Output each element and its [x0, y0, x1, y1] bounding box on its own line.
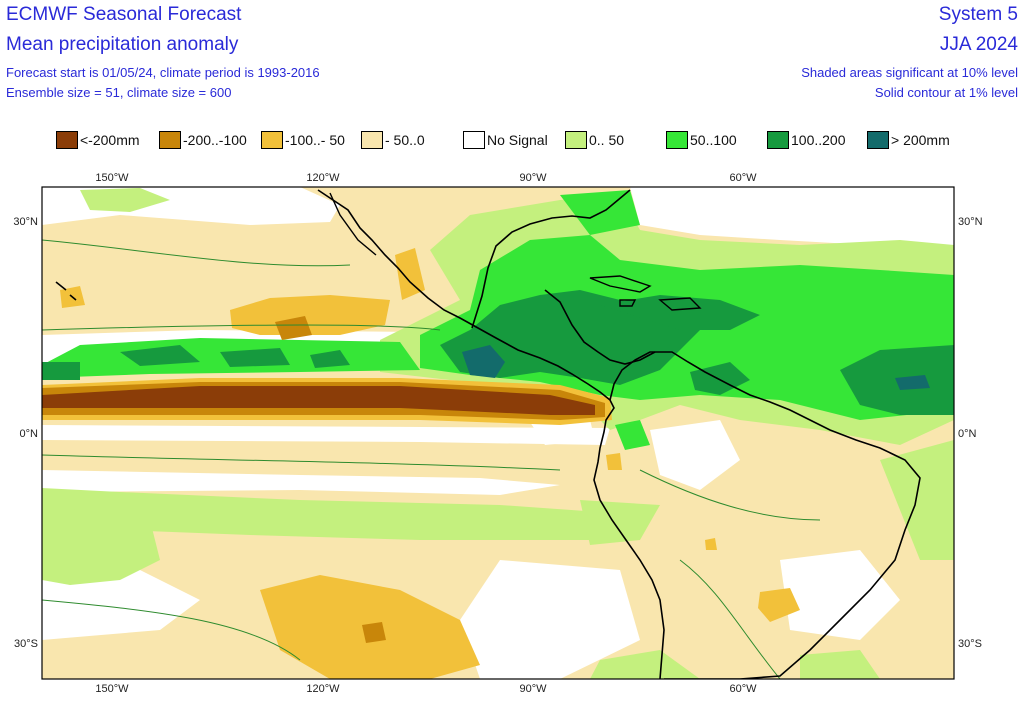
legend-item: -100..- 50 [261, 131, 345, 149]
wet-anomaly-area [42, 362, 80, 380]
lon-label-bottom: 90°W [519, 683, 547, 695]
legend-swatch [463, 131, 485, 149]
no-signal-area [630, 187, 954, 250]
coastline-west [317, 189, 665, 679]
wet-anomaly-area [880, 440, 954, 560]
dry-anomaly-area [606, 453, 622, 470]
lon-label-top: 60°W [729, 172, 757, 184]
lat-label-right: 30°S [958, 638, 982, 650]
wet-anomaly-area [462, 345, 505, 378]
legend-label: 100..200 [791, 132, 846, 148]
no-signal-area [42, 425, 610, 445]
legend-item: No Signal [463, 131, 548, 149]
wet-anomaly-area [310, 350, 350, 368]
season-label: JJA 2024 [939, 34, 1018, 55]
legend-swatch [159, 131, 181, 149]
legend-item: <-200mm [56, 131, 140, 149]
wet-anomaly-area [615, 420, 650, 450]
coastline-gulf [471, 189, 631, 329]
wet-anomaly-area [895, 375, 930, 390]
precipitation-map: 150°W 120°W 90°W 60°W 150°W 120°W 90°W 6… [13, 172, 983, 695]
significance-contour [42, 599, 301, 661]
wet-anomaly-area [590, 650, 700, 679]
lat-label-right: 0°N [958, 428, 977, 440]
legend-item: 0.. 50 [565, 131, 624, 149]
dry-anomaly-area [42, 386, 595, 415]
dry-anomaly-area [395, 248, 425, 300]
anomaly-field [42, 187, 954, 679]
map-title: ECMWF Seasonal Forecast [6, 4, 242, 25]
forecast-info: Forecast start is 01/05/24, climate peri… [6, 65, 320, 80]
lon-label-bottom: 60°W [729, 683, 757, 695]
wet-anomaly-area [120, 345, 200, 366]
legend-swatch [261, 131, 283, 149]
lon-label-top: 120°W [306, 172, 340, 184]
map-subtitle: Mean precipitation anomaly [6, 34, 239, 55]
dry-anomaly-area [758, 588, 800, 622]
dry-anomaly-area [275, 316, 312, 340]
lat-label-right: 30°N [958, 216, 983, 228]
significance-contour [639, 469, 821, 521]
legend-label: -100..- 50 [285, 132, 345, 148]
significance-contour [42, 454, 561, 471]
legend-item: 100..200 [767, 131, 846, 149]
color-legend: <-200mm -200..-100 -100..- 50 - 50..0 No… [56, 131, 996, 153]
lat-label-left: 30°N [13, 216, 38, 228]
no-signal-area [530, 420, 595, 445]
wet-anomaly-area [42, 505, 160, 585]
significance-contour [42, 239, 351, 267]
dry-anomaly-area [705, 538, 717, 550]
wet-anomaly-area [580, 500, 660, 545]
legend-swatch [361, 131, 383, 149]
lon-label-bottom: 120°W [306, 683, 340, 695]
ensemble-info: Ensemble size = 51, climate size = 600 [6, 85, 232, 100]
legend-item: 50..100 [666, 131, 737, 149]
lon-label-bottom: 150°W [95, 683, 129, 695]
wet-anomaly-area [600, 295, 760, 330]
no-signal-area [460, 560, 640, 679]
dry-anomaly-area [362, 622, 386, 643]
wet-anomaly-area [220, 348, 290, 367]
lon-label-top: 150°W [95, 172, 129, 184]
lon-label-top: 90°W [519, 172, 547, 184]
coastline-central-america [544, 289, 656, 365]
legend-swatch [767, 131, 789, 149]
wet-anomaly-area [800, 650, 880, 679]
legend-label: - 50..0 [385, 132, 425, 148]
legend-label: <-200mm [80, 132, 140, 148]
legend-item: -200..-100 [159, 131, 247, 149]
legend-swatch [867, 131, 889, 149]
legend-swatch [56, 131, 78, 149]
coastline-baja [329, 192, 377, 256]
legend-label: > 200mm [891, 132, 950, 148]
wet-anomaly-area [80, 188, 170, 212]
no-signal-area [42, 470, 560, 495]
coastline-hispaniola [658, 297, 702, 311]
legend-swatch [565, 131, 587, 149]
legend-label: 50..100 [690, 132, 737, 148]
coastline-cuba [589, 275, 652, 293]
significance-note: Shaded areas significant at 10% level [801, 65, 1018, 80]
no-signal-area [780, 550, 900, 640]
legend-item: - 50..0 [361, 131, 425, 149]
lat-label-left: 30°S [14, 638, 38, 650]
legend-swatch [666, 131, 688, 149]
map-frame [41, 186, 955, 680]
legend-label: 0.. 50 [589, 132, 625, 148]
legend-item: > 200mm [867, 131, 950, 149]
map-panel: 150°W 120°W 90°W 60°W 150°W 120°W 90°W 6… [0, 165, 1024, 720]
contour-note: Solid contour at 1% level [874, 85, 1018, 100]
no-signal-area [650, 420, 740, 490]
legend-label: No Signal [487, 132, 548, 148]
coastline-east [609, 351, 921, 679]
coastline-jamaica [619, 299, 637, 307]
coastline-hawaii [55, 281, 77, 301]
significance-contour [679, 559, 781, 679]
lat-label-left: 0°N [20, 428, 39, 440]
significance-contour [42, 324, 441, 331]
legend-label: -200..-100 [183, 132, 247, 148]
wet-anomaly-area [42, 488, 600, 540]
system-label: System 5 [938, 4, 1018, 25]
